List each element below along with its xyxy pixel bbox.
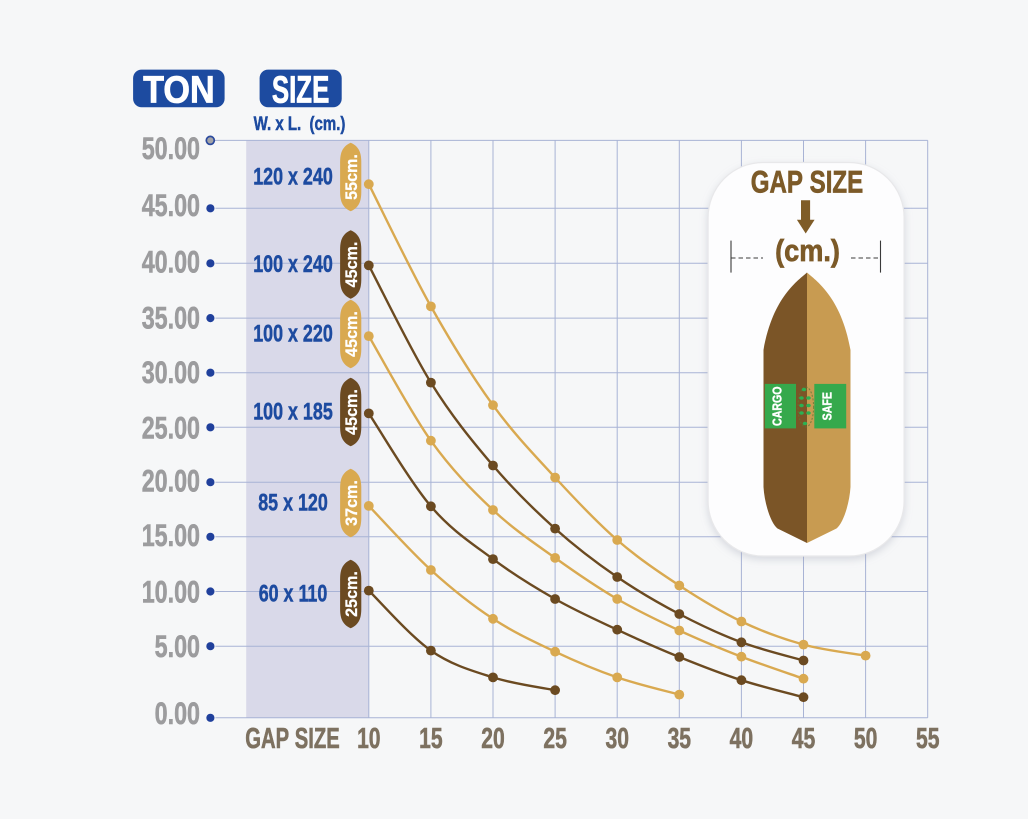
svg-text:20: 20 <box>481 723 504 755</box>
svg-text:10.00: 10.00 <box>142 574 200 609</box>
svg-text:5.00: 5.00 <box>155 629 200 664</box>
svg-text:100 x 220: 100 x 220 <box>253 320 333 347</box>
svg-text:GAP SIZE: GAP SIZE <box>751 164 863 199</box>
svg-text:60 x 110: 60 x 110 <box>259 580 328 607</box>
svg-text:45: 45 <box>792 723 816 755</box>
svg-text:SIZE: SIZE <box>272 68 329 110</box>
svg-text:TON: TON <box>143 68 215 111</box>
svg-text:0.00: 0.00 <box>155 696 200 731</box>
svg-text:40.00: 40.00 <box>142 244 200 279</box>
svg-text:55cm.: 55cm. <box>342 154 361 200</box>
svg-text:50: 50 <box>854 723 877 755</box>
svg-text:CARGO: CARGO <box>771 386 785 426</box>
svg-text:55: 55 <box>916 723 940 755</box>
svg-text:50.00: 50.00 <box>142 131 200 166</box>
svg-text:25cm.: 25cm. <box>342 571 361 617</box>
svg-text:15.00: 15.00 <box>142 518 200 553</box>
svg-text:45cm.: 45cm. <box>342 242 361 288</box>
svg-text:25.00: 25.00 <box>142 410 200 445</box>
svg-text:40: 40 <box>730 723 753 755</box>
svg-text:45cm.: 45cm. <box>342 389 361 435</box>
svg-text:25: 25 <box>543 723 567 755</box>
svg-text:(cm.): (cm.) <box>775 235 840 269</box>
svg-text:GAP SIZE: GAP SIZE <box>245 724 339 755</box>
svg-text:45cm.: 45cm. <box>342 311 361 357</box>
svg-text:W. x L. (cm.): W. x L. (cm.) <box>254 112 346 134</box>
svg-text:35.00: 35.00 <box>142 300 200 335</box>
svg-text:45.00: 45.00 <box>142 187 200 222</box>
svg-text:30: 30 <box>605 723 628 755</box>
svg-text:SAFE: SAFE <box>819 392 834 420</box>
svg-text:120 x 240: 120 x 240 <box>253 163 333 190</box>
svg-text:15: 15 <box>419 723 443 755</box>
svg-text:10: 10 <box>357 723 380 755</box>
svg-text:85 x 120: 85 x 120 <box>258 489 328 516</box>
svg-text:37cm.: 37cm. <box>342 480 361 526</box>
svg-text:20.00: 20.00 <box>142 463 200 498</box>
svg-text:35: 35 <box>668 723 692 755</box>
svg-text:100 x 240: 100 x 240 <box>253 250 333 277</box>
svg-text:100 x 185: 100 x 185 <box>253 398 333 425</box>
svg-text:30.00: 30.00 <box>142 355 200 390</box>
